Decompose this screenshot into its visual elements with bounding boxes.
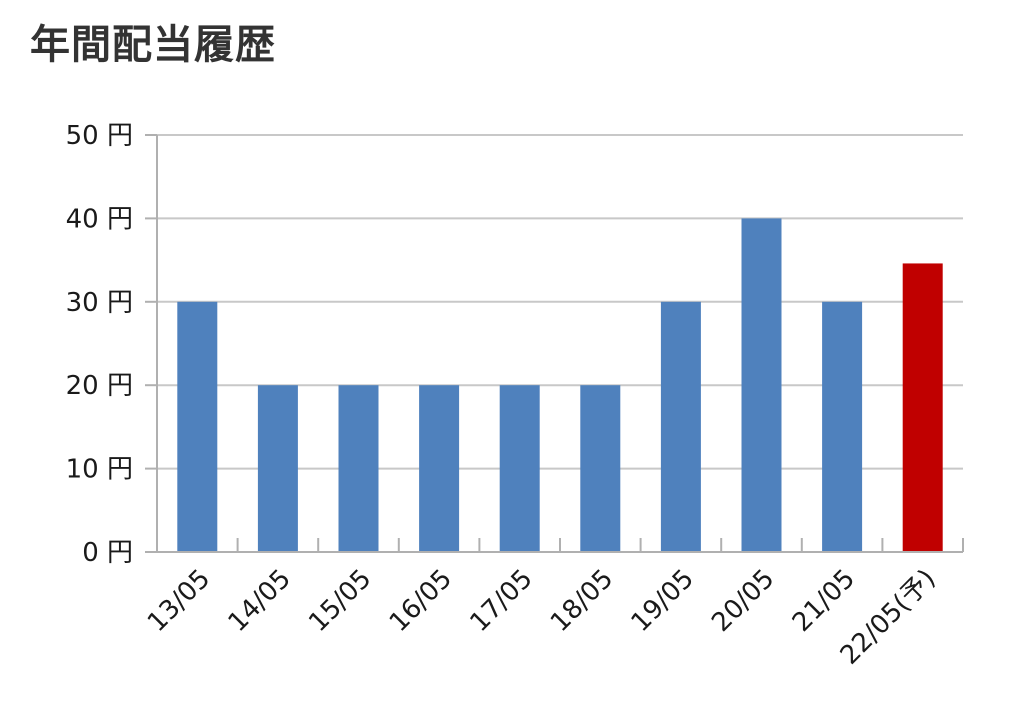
bar xyxy=(257,385,298,552)
bar xyxy=(660,301,701,552)
bars xyxy=(177,218,943,552)
y-tick-label: 10 円 xyxy=(66,455,133,485)
bar xyxy=(419,385,460,552)
x-tick-label: 21/05 xyxy=(787,564,861,638)
x-tick-label: 18/05 xyxy=(545,564,619,638)
bar xyxy=(902,263,943,552)
chart-title: 年間配当履歴 xyxy=(30,22,276,68)
x-tick-label: 14/05 xyxy=(223,564,297,638)
x-tick-label: 17/05 xyxy=(464,564,538,638)
y-tick-label: 30 円 xyxy=(66,288,133,318)
y-tick-label: 0 円 xyxy=(82,538,133,568)
x-tick-label: 19/05 xyxy=(626,564,700,638)
bar xyxy=(499,385,540,552)
y-tick-label: 20 円 xyxy=(66,371,133,401)
y-axis-ticks: 0 円 10 円 20 円 30 円 40 円 50 円 xyxy=(66,121,157,568)
x-tick-label: 20/05 xyxy=(706,564,780,638)
x-tick-label: 15/05 xyxy=(303,564,377,638)
bar xyxy=(741,218,782,552)
bar xyxy=(822,301,863,552)
x-tick-label: 16/05 xyxy=(384,564,458,638)
y-tick-label: 40 円 xyxy=(66,204,133,234)
axes xyxy=(145,135,963,553)
bar xyxy=(580,385,621,552)
y-tick-label: 50 円 xyxy=(66,121,133,151)
bar xyxy=(177,301,218,552)
bar xyxy=(338,385,379,552)
x-axis-ticks: 13/05 14/05 15/05 16/05 17/05 18/05 19/05 20/05… xyxy=(142,538,964,671)
x-tick-label: 13/05 xyxy=(142,564,216,638)
